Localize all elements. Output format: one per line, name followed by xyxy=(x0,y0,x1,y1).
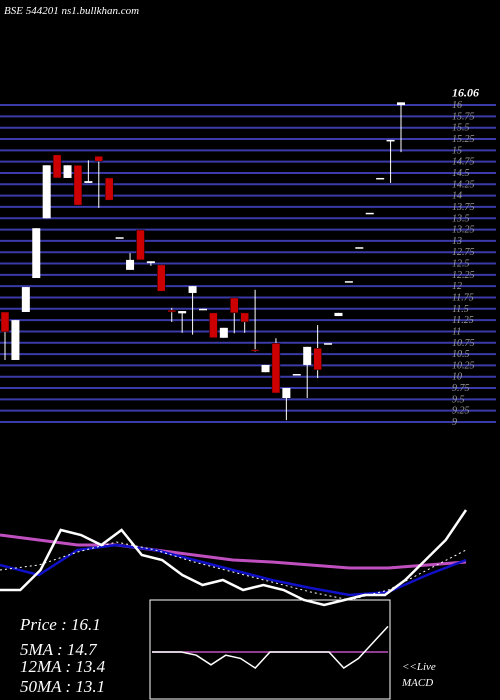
candle-body xyxy=(261,364,270,373)
y-tick-label: 13.25 xyxy=(452,225,475,236)
candle-body xyxy=(188,286,197,293)
candle-body xyxy=(219,327,228,338)
y-tick-label: 13 xyxy=(452,236,462,247)
y-tick-label: 9 xyxy=(452,417,457,428)
last-price-label: 16.06 xyxy=(452,85,479,99)
indicator-line xyxy=(0,541,467,601)
candle-body xyxy=(0,311,10,333)
header: BSE 544201 ns1.bullkhan.com xyxy=(4,5,139,17)
candle-body xyxy=(32,228,41,279)
candle-body xyxy=(365,212,374,215)
candle-body xyxy=(292,374,301,376)
candle-body xyxy=(271,342,281,394)
candle-body xyxy=(115,237,124,239)
y-tick-label: 14.5 xyxy=(452,168,470,179)
candle-body xyxy=(250,349,260,352)
candle-body xyxy=(11,320,20,360)
candle-body xyxy=(42,165,51,219)
candle-body xyxy=(209,312,218,339)
candle-body xyxy=(386,139,395,142)
y-tick-label: 16 xyxy=(452,100,462,111)
y-tick-label: 10.5 xyxy=(452,349,470,360)
candle-body xyxy=(324,343,333,345)
y-tick-label: 9.5 xyxy=(452,394,465,405)
y-tick-label: 12.5 xyxy=(452,259,470,270)
candle-body xyxy=(376,177,385,180)
y-tick-label: 15 xyxy=(452,145,462,156)
y-tick-label: 12.75 xyxy=(452,247,475,258)
candle-body xyxy=(178,311,187,314)
candle-body xyxy=(167,309,176,313)
indicator-line xyxy=(0,509,468,607)
live-label: <<Live xyxy=(402,661,436,673)
candle-body xyxy=(73,165,83,206)
candle-body xyxy=(303,346,312,365)
y-tick-label: 10.75 xyxy=(452,338,475,349)
y-tick-label: 10 xyxy=(452,372,462,383)
candle-body xyxy=(63,165,72,178)
candle-body xyxy=(344,281,353,283)
indicator-line xyxy=(0,533,467,570)
y-tick-label: 11.75 xyxy=(452,292,474,303)
y-tick-label: 11.5 xyxy=(452,304,469,315)
y-tick-label: 14.25 xyxy=(452,179,475,190)
y-tick-label: 12.25 xyxy=(452,270,475,281)
candle-body xyxy=(126,259,135,270)
candle-body xyxy=(240,312,249,323)
candle-body xyxy=(52,154,62,179)
candle-body xyxy=(334,312,343,317)
info-12ma: 12MA : 13.4 xyxy=(20,657,106,676)
info-50ma: 50MA : 13.1 xyxy=(20,677,105,696)
y-tick-label: 14.75 xyxy=(452,157,475,168)
y-tick-label: 13.5 xyxy=(452,213,470,224)
y-tick-label: 15.75 xyxy=(452,111,475,122)
y-tick-label: 13.75 xyxy=(452,202,475,213)
candle-body xyxy=(84,181,93,183)
macd-box xyxy=(149,599,391,700)
candle-body xyxy=(282,388,291,399)
candle-body xyxy=(157,264,166,292)
candle-body xyxy=(355,247,364,249)
y-tick-label: 10.25 xyxy=(452,360,475,371)
candle-body xyxy=(146,261,155,264)
y-tick-label: 9.25 xyxy=(452,406,470,417)
candle-body xyxy=(136,229,145,261)
candle-body xyxy=(94,155,104,162)
y-tick-label: 14 xyxy=(452,191,462,202)
info-price: Price : 16.1 xyxy=(19,615,101,634)
info-5ma: 5MA : 14.7 xyxy=(20,640,98,659)
y-tick-label: 11.25 xyxy=(452,315,474,326)
candle-body xyxy=(313,347,322,371)
y-tick-label: 11 xyxy=(452,326,461,337)
indicator-line xyxy=(152,625,389,669)
candle-body xyxy=(21,287,30,312)
candle-body xyxy=(104,177,114,201)
candle-body xyxy=(199,308,207,311)
candle-body xyxy=(230,297,239,314)
y-tick-label: 15.5 xyxy=(452,123,470,134)
macd-label: MACD xyxy=(401,677,433,689)
y-tick-label: 9.75 xyxy=(452,383,470,394)
candle-body xyxy=(397,102,405,106)
y-tick-label: 15.25 xyxy=(452,134,475,145)
y-tick-label: 12 xyxy=(452,281,462,292)
